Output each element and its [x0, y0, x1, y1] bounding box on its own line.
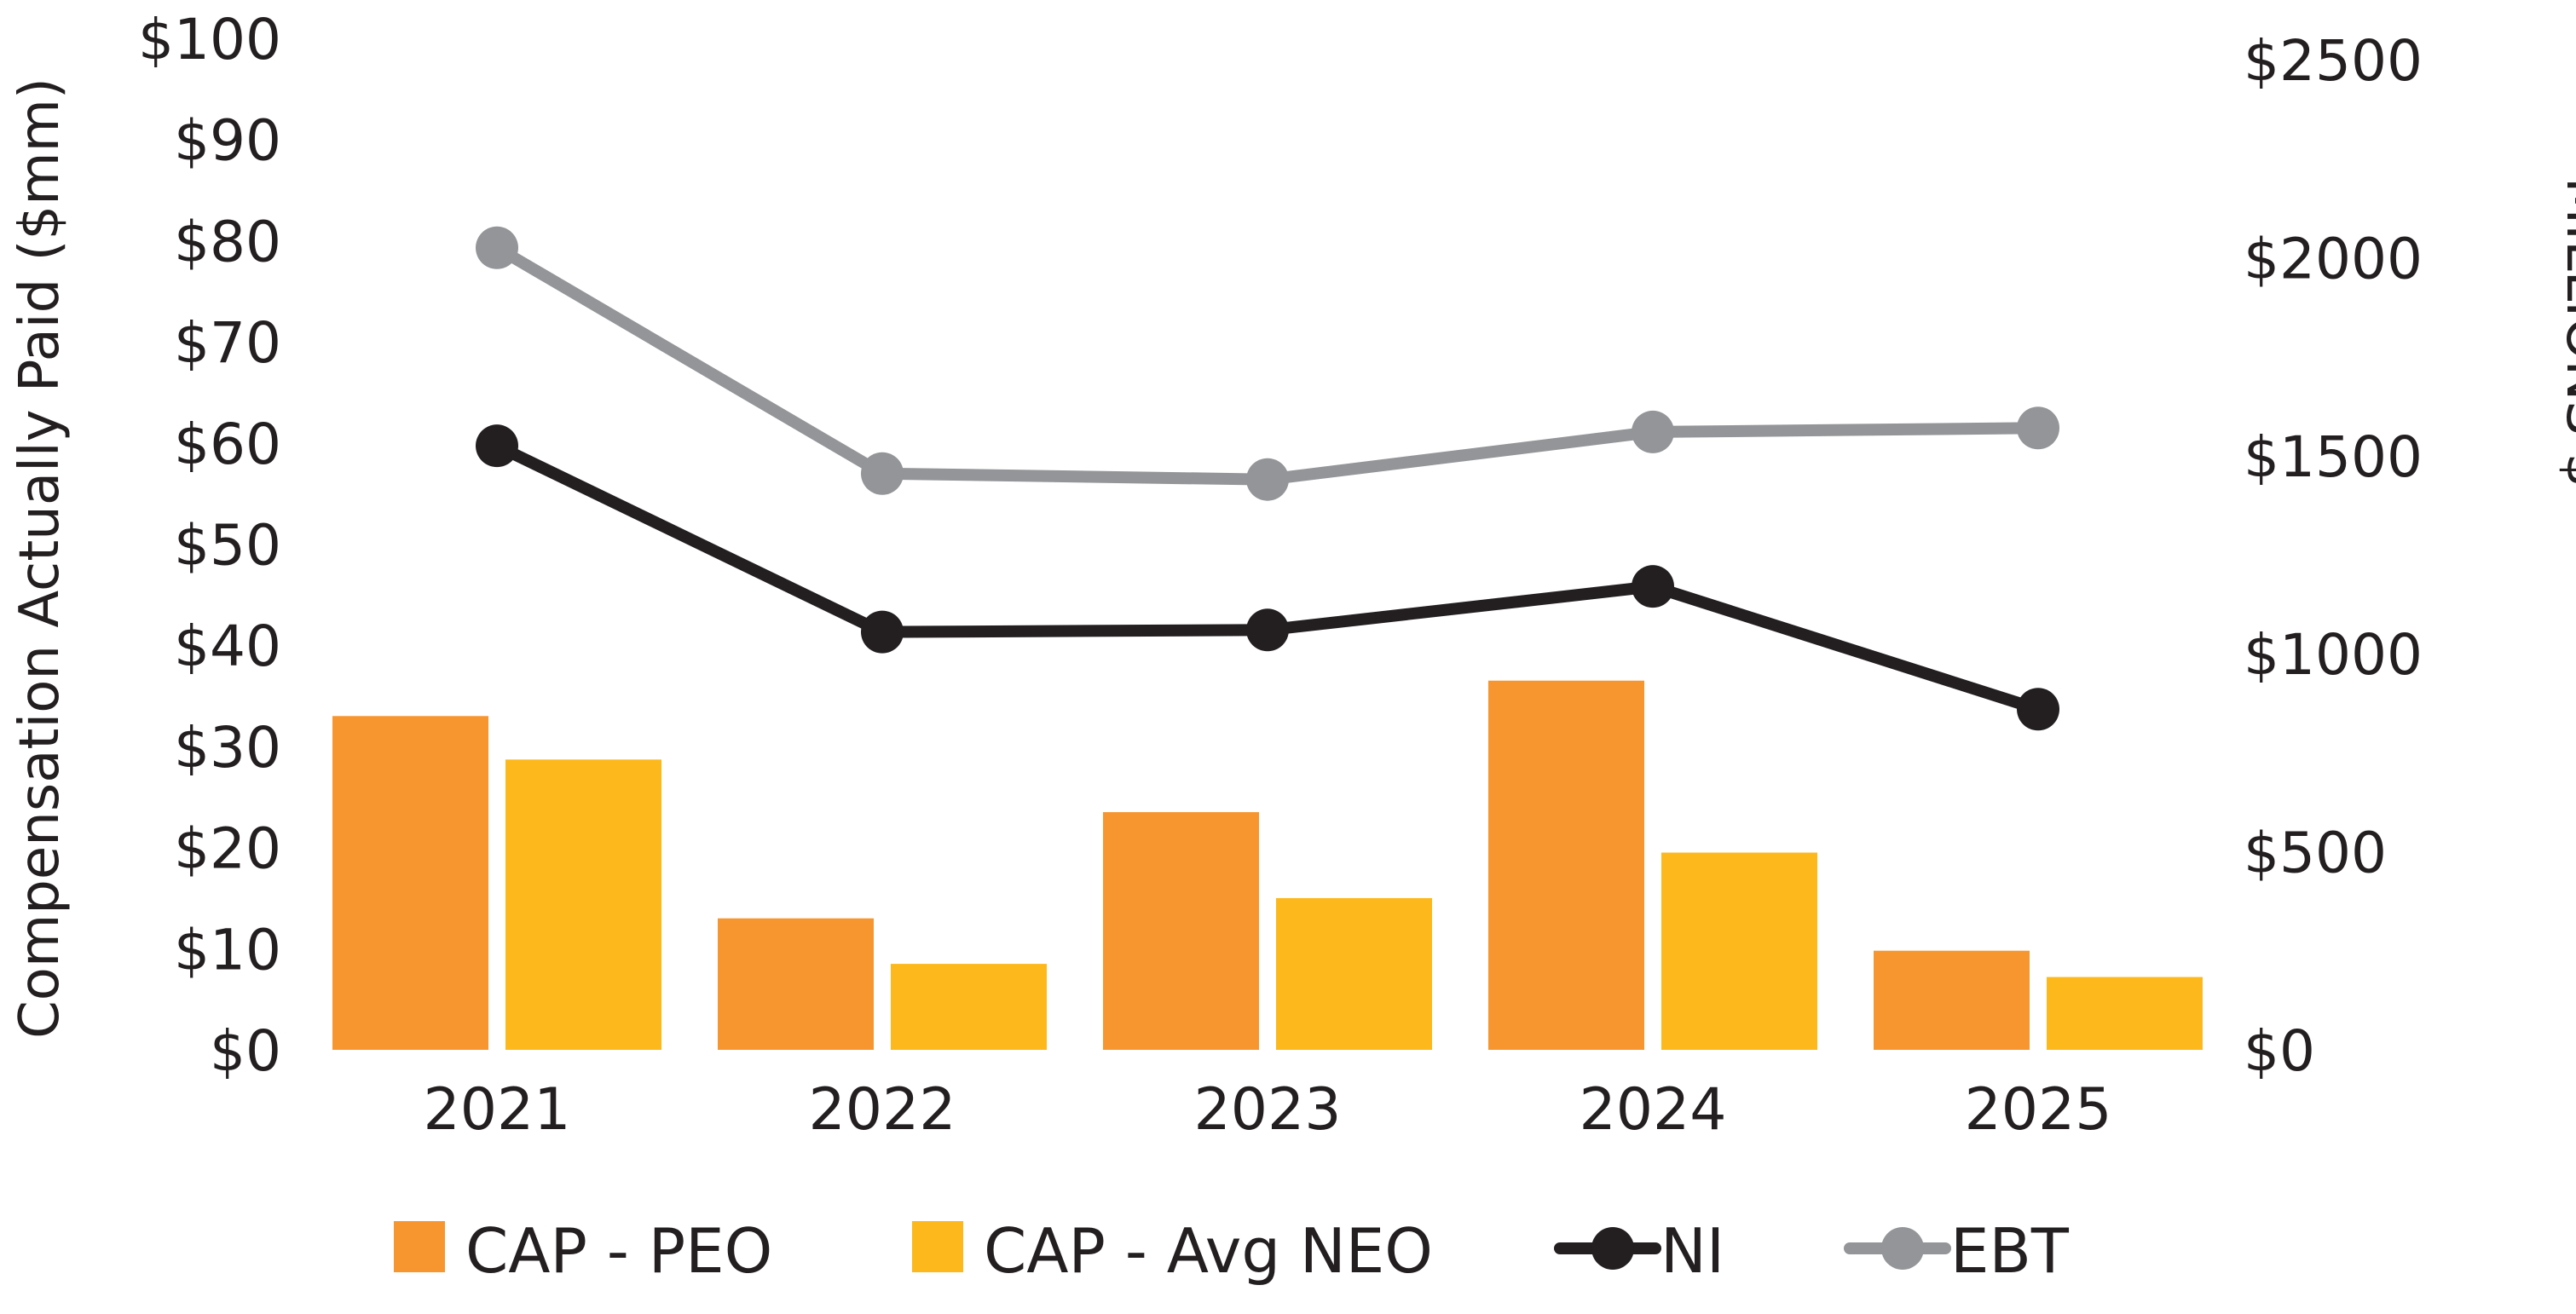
right-tick-label: $2000	[2244, 226, 2423, 291]
left-tick-label: $40	[174, 614, 281, 679]
left-tick-label: $100	[138, 7, 281, 72]
x-tick-label: 2022	[808, 1076, 956, 1144]
right-axis-ticks: $0 $500 $1000 $1500 $2000 $2500	[2244, 28, 2423, 1084]
point-ni-2021	[476, 424, 518, 468]
legend-label-ebt: EBT	[1950, 1215, 2070, 1287]
lines-layer	[476, 226, 2059, 731]
right-tick-label: $500	[2244, 821, 2387, 886]
legend-marker-ni	[1591, 1227, 1634, 1270]
left-tick-label: $90	[174, 108, 281, 174]
bar-cap-peo-2021	[332, 716, 488, 1050]
right-tick-label: $1500	[2244, 424, 2423, 490]
point-ebt-2021	[476, 226, 518, 269]
legend-label-cap-peo: CAP - PEO	[465, 1215, 772, 1287]
left-axis-ticks: $0 $10 $20 $30 $40 $50 $60 $70 $80 $90 $100	[138, 7, 281, 1084]
bar-cap-peo-2025	[1874, 950, 2030, 1050]
legend-marker-ebt	[1881, 1227, 1924, 1270]
line-ebt	[491, 241, 2044, 486]
left-tick-label: $10	[174, 917, 281, 983]
point-ni-2023	[1246, 608, 1289, 652]
right-tick-label: $1000	[2244, 622, 2423, 688]
point-ni-2022	[861, 610, 904, 654]
point-ebt-2023	[1246, 458, 1289, 501]
x-tick-label: 2023	[1193, 1076, 1341, 1144]
left-tick-label: $50	[174, 513, 281, 579]
bar-cap-avg-neo-2023	[1276, 897, 1432, 1050]
left-axis-title: Compensation Actually Paid ($mm)	[9, 78, 72, 1039]
x-axis-ticks: 2021 2022 2023 2024 2025	[423, 1076, 2111, 1144]
legend-swatch-cap-peo	[394, 1221, 445, 1272]
legend-swatch-cap-avg-neo	[912, 1221, 963, 1272]
point-ni-2024	[1632, 565, 1674, 608]
legend-label-cap-avg-neo: CAP - Avg NEO	[984, 1215, 1433, 1287]
right-tick-label: $2500	[2244, 28, 2423, 94]
bar-cap-avg-neo-2022	[891, 964, 1047, 1050]
left-tick-label: $80	[174, 209, 281, 274]
left-tick-label: $20	[174, 816, 281, 882]
point-ni-2025	[2017, 688, 2059, 731]
point-ebt-2022	[861, 452, 904, 495]
bars-layer	[332, 680, 2203, 1050]
legend-label-ni: NI	[1661, 1215, 1724, 1287]
left-tick-label: $70	[174, 310, 281, 376]
x-tick-label: 2025	[1964, 1076, 2111, 1144]
bar-cap-avg-neo-2024	[1661, 852, 1817, 1050]
x-tick-label: 2021	[423, 1076, 570, 1144]
bar-cap-peo-2024	[1488, 680, 1644, 1050]
bar-cap-avg-neo-2025	[2047, 977, 2203, 1050]
point-ebt-2025	[2017, 406, 2059, 450]
left-tick-label: $30	[174, 715, 281, 781]
x-tick-label: 2024	[1579, 1076, 1726, 1144]
bar-cap-peo-2022	[718, 918, 874, 1050]
right-tick-label: $0	[2244, 1018, 2315, 1084]
legend: CAP - PEO CAP - Avg NEO NI EBT	[394, 1215, 2070, 1287]
bar-cap-avg-neo-2021	[505, 759, 661, 1050]
point-ebt-2024	[1632, 410, 1674, 453]
bar-cap-peo-2023	[1103, 812, 1259, 1050]
left-tick-label: $60	[174, 412, 281, 477]
right-axis-title: MILLIONS $	[2554, 177, 2576, 487]
left-tick-label: $0	[210, 1018, 281, 1084]
